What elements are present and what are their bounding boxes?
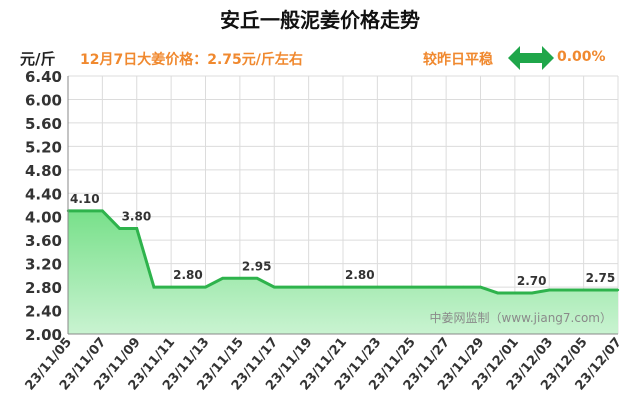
- data-point: [530, 291, 534, 295]
- data-point: [358, 285, 362, 289]
- y-tick-label: 2.80: [25, 279, 62, 297]
- y-tick-label: 4.80: [25, 162, 62, 180]
- data-point: [410, 285, 413, 289]
- data-point: [118, 227, 121, 230]
- y-tick-label: 6.00: [25, 91, 62, 109]
- data-point: [616, 288, 620, 292]
- data-point: [152, 285, 156, 289]
- data-label: 2.95: [242, 259, 272, 273]
- data-label: 2.80: [345, 268, 375, 282]
- y-tick-label: 4.00: [25, 209, 62, 227]
- data-point: [255, 277, 259, 280]
- data-point: [565, 288, 568, 292]
- y-tick-label: 6.40: [25, 68, 62, 86]
- data-point: [324, 285, 328, 289]
- change-percent: 0.00%: [557, 49, 606, 65]
- data-point: [187, 285, 190, 289]
- data-label: 2.70: [517, 274, 547, 288]
- data-point: [83, 209, 87, 213]
- y-tick-label: 2.00: [25, 326, 62, 344]
- data-point: [376, 285, 379, 289]
- data-label: 4.10: [70, 192, 100, 206]
- y-unit-label: 元/斤: [20, 50, 56, 68]
- data-point: [444, 285, 448, 289]
- data-point: [548, 288, 551, 292]
- data-point: [513, 291, 517, 295]
- chart-title: 安丘一般泥姜价格走势: [220, 8, 420, 32]
- data-point: [204, 285, 207, 289]
- y-tick-label: 2.40: [25, 303, 62, 321]
- data-point: [462, 285, 465, 289]
- data-point: [273, 285, 276, 289]
- y-tick-label: 3.20: [25, 256, 62, 274]
- data-point: [169, 285, 173, 289]
- data-point: [599, 288, 603, 292]
- data-point: [101, 209, 104, 213]
- data-label: 3.80: [122, 209, 152, 223]
- data-point: [427, 285, 431, 289]
- price-summary: 12月7日大姜价格：2.75元/斤左右: [80, 52, 303, 68]
- price-area-fill: [68, 210, 618, 334]
- watermark-text: 中姜网监制（www.jiang7.com）: [430, 310, 612, 325]
- data-point: [393, 285, 396, 289]
- y-tick-label: 5.60: [25, 115, 62, 133]
- data-point: [341, 285, 345, 289]
- compare-label: 较昨日平稳: [423, 52, 493, 68]
- y-tick-label: 3.60: [25, 232, 62, 250]
- data-point: [582, 288, 585, 292]
- y-tick-label: 4.40: [25, 185, 62, 203]
- y-tick-label: 5.20: [25, 138, 62, 156]
- data-label: 2.75: [586, 271, 616, 285]
- data-point: [496, 291, 499, 295]
- data-point: [290, 285, 293, 289]
- data-label: 2.80: [173, 268, 203, 282]
- data-point: [307, 285, 310, 289]
- data-point: [479, 285, 482, 289]
- data-point: [135, 227, 138, 230]
- data-point: [221, 277, 224, 280]
- left-right-arrow-icon: [508, 46, 554, 70]
- data-point: [238, 277, 242, 280]
